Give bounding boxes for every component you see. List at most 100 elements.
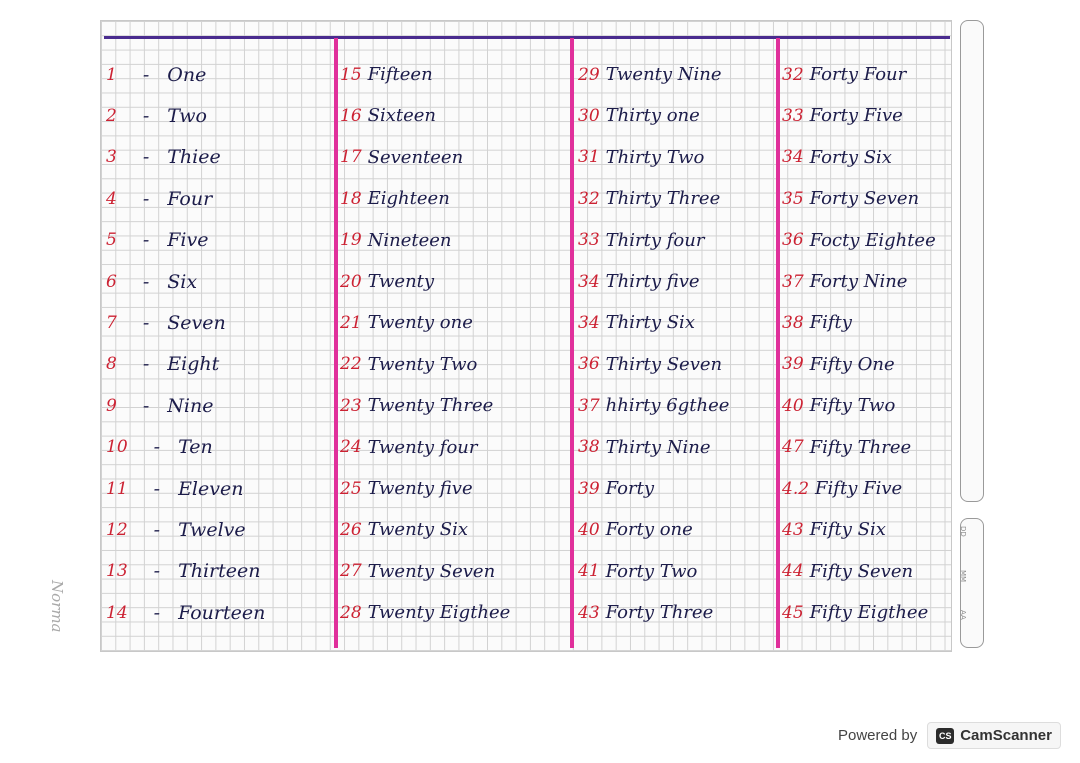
number-word: Twelve <box>178 518 246 541</box>
dash-separator: - <box>153 601 161 624</box>
number-word-row: 11 - Eleven <box>106 468 243 509</box>
number-word-row: 28 Twenty Eigthee <box>340 592 510 633</box>
number-label: 33 <box>782 105 804 126</box>
dash-separator: - <box>142 270 150 293</box>
number-word-row: 25 Twenty five <box>340 468 473 509</box>
number-word: Thirty Six <box>605 312 695 334</box>
number-word-row: 31 Thirty Two <box>578 137 704 178</box>
number-label: 36 <box>782 230 804 251</box>
number-label: 36 <box>578 354 600 375</box>
number-label: 47 <box>782 437 804 458</box>
number-word: Twenty Two <box>367 353 478 375</box>
number-label: 16 <box>340 105 362 126</box>
number-word-row: 34 Forty Six <box>782 137 892 178</box>
number-word-row: 1 - One <box>106 54 206 95</box>
number-word-row: 43 Forty Three <box>578 592 713 633</box>
number-word: Forty Seven <box>809 188 920 210</box>
number-label: 9 <box>106 395 117 416</box>
number-word: Forty Five <box>809 105 903 127</box>
number-label: 23 <box>340 395 362 416</box>
dash-separator: - <box>142 311 150 334</box>
number-word-row: 4.2 Fifty Five <box>782 468 902 509</box>
number-word: Thirty Three <box>605 188 721 210</box>
number-word: Fifty Eigthee <box>809 602 929 624</box>
number-label: 33 <box>578 230 600 251</box>
number-label: 24 <box>340 437 362 458</box>
number-word-row: 26 Twenty Six <box>340 509 468 550</box>
number-word-row: 6 - Six <box>106 261 197 302</box>
number-word: Twenty Eigthee <box>367 602 511 624</box>
number-label: 45 <box>782 602 804 623</box>
number-label: 2 <box>106 105 117 126</box>
number-label: 4.2 <box>782 478 810 499</box>
number-word: Fifty Three <box>809 436 912 458</box>
number-label: 35 <box>782 188 804 209</box>
number-word-row: 20 Twenty <box>340 261 434 302</box>
dash-separator: - <box>142 229 150 252</box>
number-word-row: 27 Twenty Seven <box>340 551 495 592</box>
number-word: Eleven <box>178 477 244 500</box>
number-label: 40 <box>782 395 804 416</box>
number-word: hhirty 6gthee <box>605 395 730 417</box>
number-label: 37 <box>782 271 804 292</box>
date-label-month: MM <box>959 570 967 583</box>
dash-separator: - <box>153 518 161 541</box>
number-word-row: 16 Sixteen <box>340 95 436 136</box>
number-word: Seventeen <box>367 146 464 168</box>
number-label: 5 <box>106 230 117 251</box>
number-word: Sixteen <box>367 105 437 127</box>
number-label: 32 <box>578 188 600 209</box>
number-label: 21 <box>340 312 362 333</box>
dash-separator: - <box>153 560 161 583</box>
number-label: 7 <box>106 312 117 333</box>
number-word-row: 36 Focty Eightee <box>782 220 936 261</box>
number-label: 22 <box>340 354 362 375</box>
number-word: Thirty Nine <box>605 436 711 458</box>
number-word-row: 29 Twenty Nine <box>578 54 722 95</box>
number-label: 26 <box>340 519 362 540</box>
number-word-row: 3 - Thiee <box>106 137 221 178</box>
number-word-row: 43 Fifty Six <box>782 509 886 550</box>
number-word: Two <box>167 104 207 127</box>
number-label: 32 <box>782 64 804 85</box>
number-word-row: 9 - Nine <box>106 385 213 426</box>
number-word-row: 35 Forty Seven <box>782 178 919 219</box>
dash-separator: - <box>153 436 161 459</box>
number-word-row: 10 - Ten <box>106 427 213 468</box>
number-word-row: 47 Fifty Three <box>782 427 911 468</box>
number-word: Twenty <box>367 271 435 292</box>
number-label: 34 <box>578 271 600 292</box>
number-label: 41 <box>578 561 600 582</box>
number-word-row: 40 Fifty Two <box>782 385 895 426</box>
date-label-day: DD <box>959 526 967 537</box>
column-divider <box>570 38 574 648</box>
column-divider <box>776 38 780 648</box>
number-word-row: 12 - Twelve <box>106 509 246 550</box>
dash-separator: - <box>142 63 150 86</box>
number-label: 38 <box>578 437 600 458</box>
dash-separator: - <box>142 187 150 210</box>
number-word-row: 40 Forty one <box>578 509 693 550</box>
number-word: Thirty Seven <box>605 353 723 375</box>
number-word: Nine <box>167 394 214 417</box>
number-word-row: 22 Twenty Two <box>340 344 477 385</box>
number-word-row: 2 - Two <box>106 95 207 136</box>
number-label: 13 <box>106 561 128 582</box>
number-word: Four <box>167 187 213 210</box>
camscanner-name: CamScanner <box>960 727 1052 744</box>
number-label: 38 <box>782 312 804 333</box>
number-word: Twenty one <box>367 312 473 334</box>
number-word-row: 37 hhirty 6gthee <box>578 385 729 426</box>
number-word-row: 15 Fifteen <box>340 54 433 95</box>
number-label: 39 <box>782 354 804 375</box>
number-label: 8 <box>106 354 117 375</box>
number-label: 17 <box>340 147 362 168</box>
number-word: Fifty Two <box>809 395 896 417</box>
number-word: Fifty One <box>809 353 895 375</box>
number-word: Twenty Three <box>367 395 494 417</box>
number-word: Thiee <box>167 146 221 169</box>
number-word-row: 39 Fifty One <box>782 344 895 385</box>
number-word: Forty <box>605 478 654 499</box>
number-word: Twenty four <box>367 436 478 458</box>
number-word-row: 45 Fifty Eigthee <box>782 592 928 633</box>
